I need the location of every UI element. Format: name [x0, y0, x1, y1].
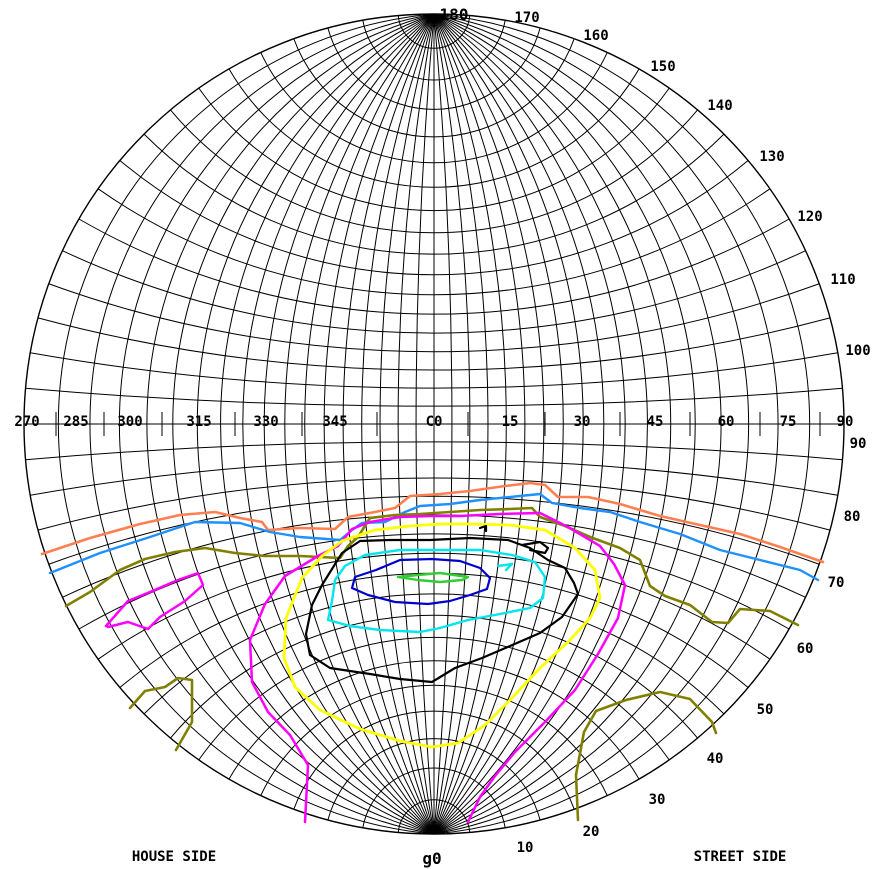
- rim-label-upper: 150: [650, 59, 675, 75]
- contour-blue-dark: [350, 557, 492, 606]
- parallel-line: [228, 68, 640, 188]
- parallel-line: [327, 738, 541, 821]
- parallel-line: [198, 636, 670, 761]
- rim-label-upper: 140: [707, 98, 732, 114]
- parallel-line: [362, 767, 506, 828]
- parallel-line: [260, 684, 608, 796]
- parallel-line: [48, 495, 820, 565]
- rim-label-upper: 160: [583, 28, 608, 44]
- parallel-line: [228, 660, 640, 780]
- parallel-line: [25, 387, 843, 407]
- parallel-line: [327, 27, 541, 110]
- parallel-line: [397, 15, 471, 49]
- equator-label: 330: [253, 414, 278, 430]
- rim-label-lower: 80: [844, 509, 861, 525]
- contour-coral: [40, 481, 825, 564]
- parallel-line: [37, 317, 831, 371]
- parallel-line: [25, 441, 843, 461]
- parallel-line: [143, 593, 725, 715]
- rim-label-lower: 20: [583, 824, 600, 840]
- labels: 270 285 300 315 330 345 C0 15 30 45 60 75 90 170 160 15…: [14, 5, 870, 868]
- parallel-line: [78, 533, 790, 630]
- parallel-line: [143, 133, 725, 255]
- parallel-line: [97, 188, 771, 296]
- parallel-line: [293, 710, 575, 810]
- equator-label: 315: [186, 414, 211, 430]
- contour-black: [304, 524, 580, 684]
- rim-label-lower: 90: [850, 436, 867, 452]
- rim-label-lower: 10: [517, 840, 534, 856]
- contour-yellow: [282, 522, 602, 749]
- equator-label: 345: [322, 414, 347, 430]
- parallel-line: [62, 250, 806, 334]
- rim-label-lower: 70: [828, 575, 845, 591]
- parallel-line: [30, 352, 838, 389]
- equator-label: 75: [780, 414, 797, 430]
- contour-olive: [64, 506, 800, 822]
- polar-grid: [23, 13, 845, 835]
- contour-blue: [48, 492, 820, 582]
- contour-magenta: [104, 511, 627, 824]
- rim-label-upper: 110: [830, 272, 855, 288]
- equator-label: 300: [117, 414, 142, 430]
- parallel-line: [170, 109, 698, 234]
- contour-cyan: [326, 548, 547, 634]
- rim-label-upper: 120: [797, 209, 822, 225]
- house-side-label: HOUSE SIDE: [132, 849, 216, 865]
- parallel-line: [170, 614, 698, 739]
- equator-label: C0: [426, 414, 443, 430]
- parallel-line: [97, 552, 771, 660]
- rim-label-upper: 100: [845, 343, 870, 359]
- parallel-line: [397, 799, 471, 833]
- parallel-line: [30, 459, 838, 496]
- rim-label-lower: 30: [649, 792, 666, 808]
- equator-label: 30: [574, 414, 591, 430]
- bottom-pole-label: g0: [422, 849, 441, 868]
- parallel-line: [293, 38, 575, 138]
- rim-label-lower: 50: [757, 702, 774, 718]
- parallel-line: [119, 160, 749, 276]
- equator-label: 285: [63, 414, 88, 430]
- equator-label: 45: [647, 414, 664, 430]
- equator-label: 90: [837, 414, 854, 430]
- contour-green: [396, 571, 470, 584]
- parallel-line: [198, 87, 670, 212]
- rim-label-lower: 40: [707, 751, 724, 767]
- equator-label: 15: [502, 414, 519, 430]
- equator-label: 60: [718, 414, 735, 430]
- top-pole-label: 180: [440, 5, 469, 24]
- contour-lines: [40, 481, 825, 824]
- rim-label-upper: 170: [514, 10, 539, 26]
- parallel-line: [362, 20, 506, 81]
- parallel-line: [37, 477, 831, 531]
- parallel-line: [78, 218, 790, 315]
- street-side-label: STREET SIDE: [694, 849, 787, 865]
- rim-label-lower: 60: [797, 641, 814, 657]
- rim-label-upper: 130: [759, 149, 784, 165]
- parallel-line: [260, 52, 608, 164]
- parallel-line: [48, 283, 820, 353]
- equator-label: 270: [14, 414, 39, 430]
